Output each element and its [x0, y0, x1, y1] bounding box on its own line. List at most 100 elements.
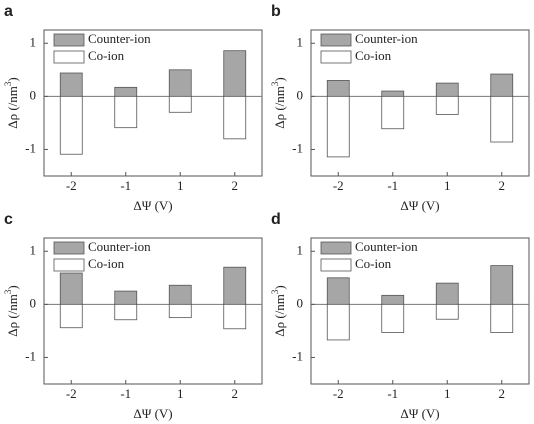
legend-label: Counter-ion	[355, 31, 418, 46]
x-tick-label: -2	[333, 178, 344, 193]
y-axis-title-end: )	[272, 285, 287, 289]
bar	[490, 95, 514, 143]
plot-frame	[310, 237, 530, 385]
plot-frame	[43, 237, 263, 385]
y-tick-label: -1	[25, 348, 36, 363]
y-axis-title-end: )	[5, 285, 20, 289]
x-tick-label: -1	[120, 386, 131, 401]
x-tick-label: 1	[177, 386, 184, 401]
x-tick-label: -1	[120, 178, 131, 193]
y-tick-label: 1	[30, 242, 37, 257]
y-axis-title-sup: 3	[3, 289, 13, 294]
y-axis-title-end: )	[272, 77, 287, 81]
bar	[381, 303, 405, 333]
bar	[114, 303, 138, 321]
legend-swatch	[320, 50, 352, 64]
bar	[168, 284, 192, 305]
y-tick-label: 1	[297, 242, 304, 257]
x-tick-label: -1	[387, 386, 398, 401]
y-axis-title-sup: 3	[270, 81, 280, 86]
bar	[490, 265, 514, 305]
bar	[435, 82, 459, 97]
y-tick-label: 1	[30, 34, 37, 49]
bar	[326, 95, 350, 158]
y-axis-title-main: Δρ (/nm	[272, 86, 287, 129]
bar	[326, 277, 350, 305]
panel-label: b	[271, 3, 281, 20]
bar	[490, 303, 514, 333]
y-tick-label: 0	[297, 87, 304, 102]
bar	[223, 266, 247, 305]
x-tick-label: 1	[444, 386, 451, 401]
y-axis-title-main: Δρ (/nm	[5, 86, 20, 129]
plot-frame	[310, 29, 530, 177]
y-tick-label: 1	[297, 34, 304, 49]
bar	[168, 303, 192, 319]
y-axis-title-main: Δρ (/nm	[5, 294, 20, 337]
x-tick-label: 2	[232, 178, 239, 193]
bar	[435, 95, 459, 115]
y-axis-title: Δρ (/nm3)	[3, 285, 20, 337]
legend-label: Counter-ion	[88, 239, 151, 254]
x-tick-label: 1	[177, 178, 184, 193]
x-axis-title: ΔΨ (V)	[400, 198, 439, 213]
x-axis-title: ΔΨ (V)	[133, 406, 172, 421]
bar	[223, 50, 247, 97]
y-tick-label: 0	[30, 87, 37, 102]
x-axis-title: ΔΨ (V)	[133, 198, 172, 213]
bar	[223, 303, 247, 330]
x-tick-label: 2	[232, 386, 239, 401]
legend-label: Counter-ion	[355, 239, 418, 254]
y-axis-title: Δρ (/nm3)	[270, 77, 287, 129]
y-axis-title: Δρ (/nm3)	[3, 77, 20, 129]
x-tick-label: 2	[499, 386, 506, 401]
bar	[59, 272, 83, 305]
x-tick-label: 2	[499, 178, 506, 193]
bar	[114, 95, 138, 129]
y-axis-title-main: Δρ (/nm	[272, 294, 287, 337]
bar	[381, 294, 405, 305]
y-axis-title-end: )	[5, 77, 20, 81]
legend-label: Co-ion	[88, 48, 125, 63]
x-axis-title: ΔΨ (V)	[400, 406, 439, 421]
y-axis-title: Δρ (/nm3)	[270, 285, 287, 337]
legend-swatch	[53, 258, 85, 272]
panel-label: c	[4, 211, 13, 228]
y-tick-label: -1	[292, 140, 303, 155]
bar	[59, 72, 83, 97]
legend-label: Counter-ion	[88, 31, 151, 46]
bar	[114, 290, 138, 305]
y-axis-title-sup: 3	[3, 81, 13, 86]
legend-swatch	[320, 258, 352, 272]
x-tick-label: -1	[387, 178, 398, 193]
bar	[435, 303, 459, 320]
panel-label: a	[4, 3, 13, 20]
bar	[168, 95, 192, 113]
bar	[223, 95, 247, 140]
bar	[59, 303, 83, 329]
legend-label: Co-ion	[355, 48, 392, 63]
y-axis-title-sup: 3	[270, 289, 280, 294]
y-tick-label: -1	[25, 140, 36, 155]
bar	[326, 80, 350, 97]
x-tick-label: -2	[66, 386, 77, 401]
x-tick-label: -2	[66, 178, 77, 193]
y-tick-label: 0	[30, 295, 37, 310]
bar	[326, 303, 350, 341]
bar	[114, 86, 138, 97]
y-tick-label: 0	[297, 295, 304, 310]
legend-swatch	[320, 33, 352, 47]
legend-swatch	[53, 50, 85, 64]
x-tick-label: -2	[333, 386, 344, 401]
bar	[381, 90, 405, 97]
bar	[490, 73, 514, 97]
legend-label: Co-ion	[88, 256, 125, 271]
y-tick-label: -1	[292, 348, 303, 363]
bar	[435, 282, 459, 305]
bar	[168, 69, 192, 97]
legend-swatch	[320, 241, 352, 255]
bar	[59, 95, 83, 155]
legend-swatch	[53, 241, 85, 255]
plot-frame	[43, 29, 263, 177]
